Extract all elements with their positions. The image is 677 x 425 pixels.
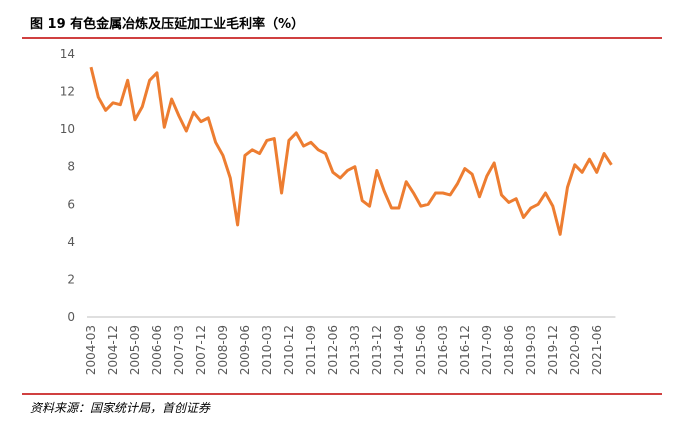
x-tick-label: 2013-12 bbox=[370, 325, 384, 375]
x-tick-label: 2013-03 bbox=[348, 325, 362, 375]
x-tick-label: 2012-06 bbox=[326, 325, 340, 375]
y-tick-label: 6 bbox=[67, 197, 75, 211]
x-tick-label: 2019-12 bbox=[546, 325, 560, 375]
x-tick-label: 2007-03 bbox=[172, 325, 186, 375]
y-tick-label: 10 bbox=[60, 122, 75, 136]
x-tick-label: 2010-03 bbox=[260, 325, 274, 375]
x-tick-label: 2014-09 bbox=[392, 325, 406, 375]
y-tick-label: 14 bbox=[60, 47, 75, 61]
x-tick-label: 2020-09 bbox=[568, 325, 582, 375]
x-tick-label: 2010-12 bbox=[282, 325, 296, 375]
x-tick-label: 2016-03 bbox=[436, 325, 450, 375]
x-tick-label: 2018-06 bbox=[502, 325, 516, 375]
x-tick-label: 2021-06 bbox=[590, 325, 604, 375]
x-tick-label: 2016-12 bbox=[458, 325, 472, 375]
x-tick-label: 2004-03 bbox=[84, 325, 98, 375]
x-tick-label: 2015-06 bbox=[414, 325, 428, 375]
x-tick-label: 2017-09 bbox=[480, 325, 494, 375]
x-tick-label: 2006-06 bbox=[150, 325, 164, 375]
x-tick-label: 2004-12 bbox=[106, 325, 120, 375]
x-tick-label: 2019-03 bbox=[524, 325, 538, 375]
x-tick-label: 2011-09 bbox=[304, 325, 318, 375]
x-tick-label: 2008-09 bbox=[216, 325, 230, 375]
y-tick-label: 8 bbox=[67, 160, 75, 174]
y-tick-label: 4 bbox=[67, 235, 75, 249]
y-tick-label: 0 bbox=[67, 310, 75, 324]
line-series bbox=[89, 66, 613, 236]
y-tick-label: 12 bbox=[60, 85, 75, 99]
x-tick-label: 2007-12 bbox=[194, 325, 208, 375]
y-tick-label: 2 bbox=[67, 272, 75, 286]
source: 资料来源：国家统计局，首创证券 bbox=[30, 401, 211, 415]
chart-title: 图 19 有色金属冶炼及压延加工业毛利率（%） bbox=[30, 16, 304, 32]
x-tick-label: 2009-06 bbox=[238, 325, 252, 375]
x-tick-label: 2005-09 bbox=[128, 325, 142, 375]
